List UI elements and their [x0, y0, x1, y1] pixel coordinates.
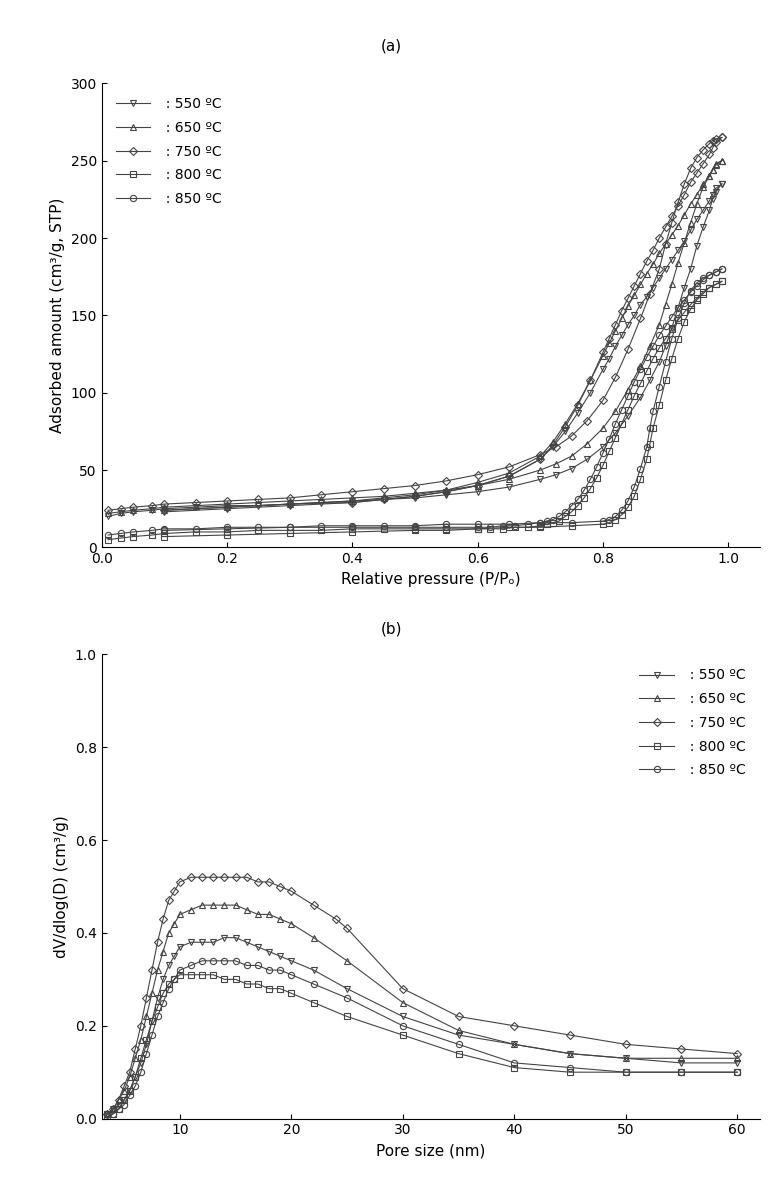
Legend:   : 550 ºC,   : 650 ºC,   : 750 ºC,   : 800 ºC,   : 850 ºC: : 550 ºC, : 650 ºC, : 750 ºC, : 800 ºC, … [632, 662, 752, 784]
Y-axis label: dV/dlog(D) (cm³/g): dV/dlog(D) (cm³/g) [54, 815, 70, 958]
Text: (b): (b) [381, 621, 402, 637]
X-axis label: Relative pressure (P/Pₒ): Relative pressure (P/Pₒ) [341, 572, 521, 587]
Y-axis label: Adsorbed amount (cm³/g, STP): Adsorbed amount (cm³/g, STP) [50, 198, 65, 433]
Text: (a): (a) [381, 38, 402, 54]
X-axis label: Pore size (nm): Pore size (nm) [376, 1144, 485, 1158]
Legend:   : 550 ºC,   : 650 ºC,   : 750 ºC,   : 800 ºC,   : 850 ºC: : 550 ºC, : 650 ºC, : 750 ºC, : 800 ºC, … [109, 90, 229, 213]
